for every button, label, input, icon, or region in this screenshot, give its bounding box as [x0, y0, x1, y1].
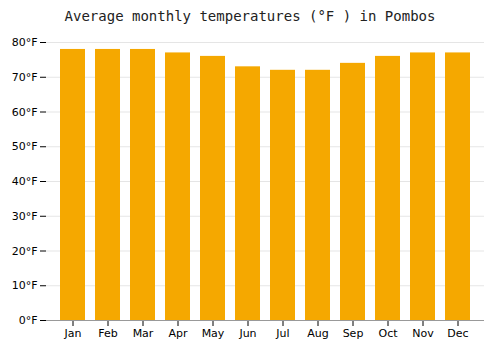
svg-text:Jul: Jul: [275, 327, 289, 340]
svg-text:Dec: Dec: [447, 327, 468, 340]
svg-text:Jan: Jan: [64, 327, 82, 340]
svg-text:Oct: Oct: [378, 327, 398, 340]
svg-text:60°F: 60°F: [12, 106, 38, 119]
html-text:Average monthly temperatures (: Average monthly temperatures (°F ) in Po…: [64, 8, 436, 24]
svg-text:20°F: 20°F: [12, 245, 38, 258]
svg-text:Feb: Feb: [98, 327, 117, 340]
svg-text:80°F: 80°F: [12, 36, 38, 49]
svg-text:70°F: 70°F: [12, 71, 38, 84]
svg-text:Jun: Jun: [238, 327, 256, 340]
svg-text:40°F: 40°F: [12, 175, 38, 188]
svg-text:0°F: 0°F: [19, 314, 38, 327]
svg-text:Sep: Sep: [343, 327, 364, 340]
svg-text:50°F: 50°F: [12, 140, 38, 153]
svg-text:10°F: 10°F: [12, 279, 38, 292]
svg-text:May: May: [202, 327, 225, 340]
svg-text:Nov: Nov: [412, 327, 434, 340]
svg-text:30°F: 30°F: [12, 210, 38, 223]
svg-text:Aug: Aug: [307, 327, 328, 340]
svg-text:Apr: Apr: [168, 327, 188, 340]
svg-text:Mar: Mar: [133, 327, 154, 340]
